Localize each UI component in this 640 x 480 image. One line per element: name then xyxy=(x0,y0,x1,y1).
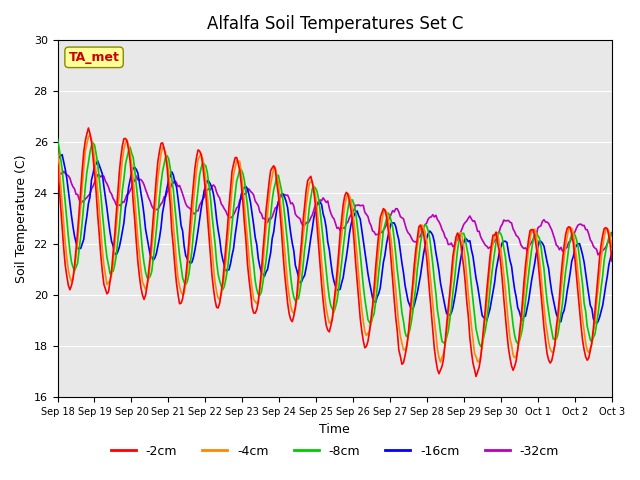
Y-axis label: Soil Temperature (C): Soil Temperature (C) xyxy=(15,155,28,283)
X-axis label: Time: Time xyxy=(319,422,350,436)
Legend: -2cm, -4cm, -8cm, -16cm, -32cm: -2cm, -4cm, -8cm, -16cm, -32cm xyxy=(106,440,564,463)
Text: TA_met: TA_met xyxy=(68,51,120,64)
Title: Alfalfa Soil Temperatures Set C: Alfalfa Soil Temperatures Set C xyxy=(207,15,463,33)
